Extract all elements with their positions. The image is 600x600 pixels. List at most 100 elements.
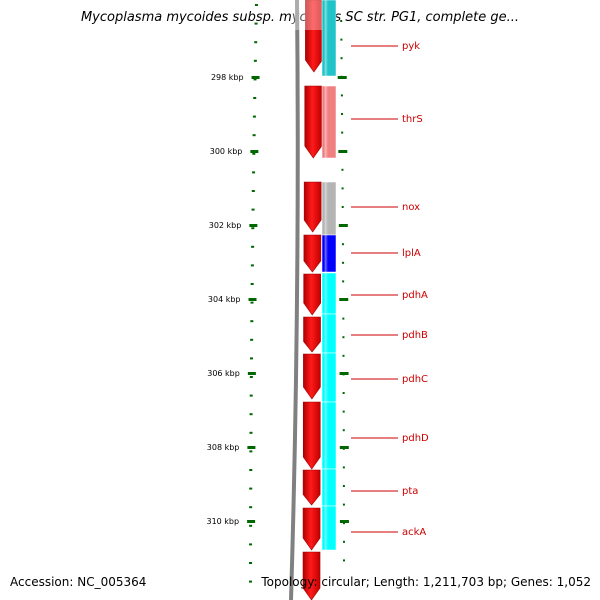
minor-tick [249,376,253,378]
minor-tick [250,283,254,285]
minor-tick [342,466,345,469]
major-tick [339,446,349,449]
major-tick [251,76,260,79]
minor-tick [249,487,253,490]
minor-tick [253,59,257,62]
minor-tick [342,354,345,357]
gene-arrow [303,181,322,233]
tick-track [247,4,349,583]
minor-tick [342,336,345,339]
minor-tick [252,115,256,118]
gene-block-shine [324,182,328,235]
major-tick [248,298,257,301]
gene-block-shine [324,353,328,402]
kbp-label: 308 kbp [207,443,240,452]
accession-text: Accession: NC_005364 [10,575,147,589]
gene-arrow [302,469,321,506]
gene-arrow [302,551,321,600]
minor-tick [342,485,345,487]
kbp-label: 302 kbp [209,221,242,230]
minor-tick [252,171,256,174]
minor-tick [252,134,256,137]
minor-tick [342,559,345,562]
minor-tick [250,264,254,267]
minor-tick [249,413,253,416]
kbp-label: 300 kbp [210,147,243,156]
minor-tick [342,540,345,543]
major-tick [247,372,256,375]
minor-tick [340,94,343,97]
minor-tick [341,113,344,115]
minor-tick [342,503,345,506]
minor-tick [249,506,253,509]
gene-block-shine [324,86,328,158]
gene-arrow [302,507,321,551]
gene-block-shine [324,273,328,314]
gene-block-shine [324,0,328,76]
minor-tick [340,57,343,60]
backbone-arc [289,0,300,600]
minor-tick [249,357,253,360]
major-tick [337,76,347,79]
major-tick [339,372,349,375]
gene-labels: pyk thrS nox lplA pdhA pdhB pdhC pdhD pta ackA [351,41,429,538]
minor-tick [250,320,254,323]
gene-arrow [303,234,322,273]
gene-arrow [302,401,321,470]
minor-tick [342,429,345,432]
kbp-label: 310 kbp [206,517,239,526]
minor-tick [249,469,253,471]
major-tick [338,150,348,153]
kbp-label: 298 kbp [211,73,244,82]
gene-label-lpla: lplA [402,248,421,259]
gene-label-pdhd: pdhD [402,433,429,444]
minor-tick [254,41,258,44]
major-tick [247,446,256,449]
major-tick [338,224,348,227]
minor-tick [249,543,253,546]
minor-tick [250,338,254,341]
kbp-label: 304 kbp [208,295,241,304]
gene-arrow [303,316,321,353]
minor-tick [340,38,343,41]
gene-label-pdhc: pdhC [402,374,428,385]
minor-tick [250,301,254,304]
minor-tick [340,20,343,22]
minor-tick [254,22,258,25]
gene-block-shine [324,402,328,469]
gene-label-pdha: pdhA [402,290,428,301]
minor-tick [342,261,345,264]
map-title: Mycoplasma mycoides subsp. mycoides SC s… [80,10,520,25]
minor-tick [249,431,253,434]
minor-tick [342,522,345,525]
minor-tick [342,317,345,320]
gene-block-shine [324,469,328,506]
backbone [289,0,300,600]
minor-tick [253,78,257,81]
gene-label-thrs: thrS [402,114,423,125]
major-tick [247,520,256,523]
minor-tick [254,4,258,6]
gene-block-shine [324,506,328,550]
minor-tick [249,580,253,583]
gene-arrow [303,273,322,316]
minor-tick [251,227,255,230]
summary-text: Topology: circular; Length: 1,211,703 bp… [261,575,591,589]
minor-tick [251,245,255,248]
major-tick [249,224,258,227]
kbp-labels: 298 kbp 300 kbp 302 kbp 304 kbp 306 kbp 308 k… [206,73,243,526]
gene-label-pyk: pyk [402,41,420,52]
minor-tick [341,168,344,171]
gene-label-acka: ackA [402,527,426,538]
minor-tick [253,97,257,99]
minor-tick [341,187,344,190]
major-tick [250,150,259,153]
forward-strand-track [291,0,336,600]
gene-block-shine [324,235,328,272]
gene-arrow [304,85,323,159]
minor-tick [249,450,253,453]
gene-label-nox: nox [402,202,420,213]
kbp-label: 306 kbp [207,369,240,378]
minor-tick [249,562,253,564]
